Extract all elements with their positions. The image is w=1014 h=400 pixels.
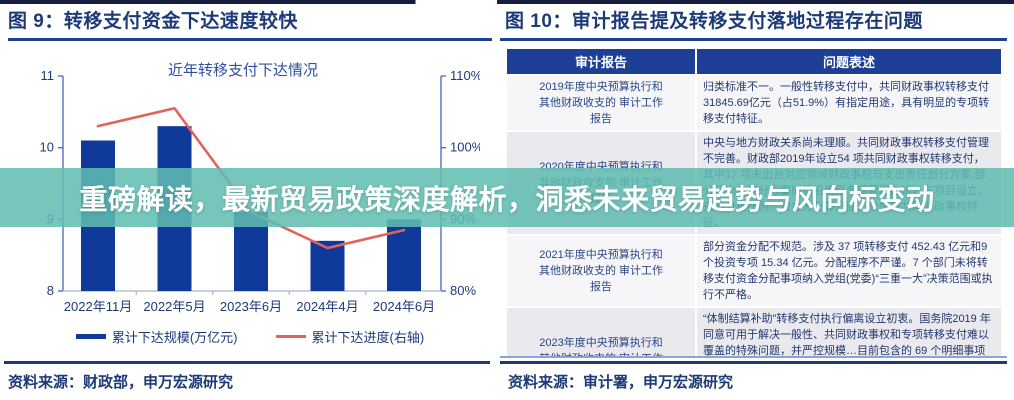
table-header-row: 审计报告 问题表述 bbox=[505, 47, 1003, 76]
left-axis-tick-label: 8 bbox=[47, 283, 54, 298]
table-row: 2021年度中央预算执行和 其他财政收支的 审计工作报告 部分资金分配不规范。涉… bbox=[505, 234, 1003, 308]
bar-series-swatch bbox=[75, 334, 106, 339]
legend-bar-label: 累计下达规模(万亿元) bbox=[111, 330, 238, 345]
issue-cell: 归类标准不一。一般性转移支付中，共同财政事权转移支付 31845.69亿元（占5… bbox=[695, 74, 1003, 132]
table-row: 2023年度中央预算执行和 其他财政收支的 审计工作报告 “体制结算补助”转移支… bbox=[505, 306, 1003, 358]
left-axis-tick-label: 11 bbox=[41, 68, 55, 83]
figure10-caption-rule bbox=[500, 38, 1007, 41]
headline-banner: 重磅解读，最新贸易政策深度解析，洞悉未来贸易趋势与风向标变动 bbox=[0, 168, 1014, 227]
chart-legend: 累计下达规模(万亿元) 累计下达进度(右轴) bbox=[8, 327, 492, 346]
figure10-source: 资料来源：审计署，申万宏源研究 bbox=[508, 374, 734, 391]
right-axis-tick-label: 80% bbox=[450, 283, 476, 298]
report-cell: 2019年度中央预算执行和 其他财政收支的 审计工作报告 bbox=[505, 74, 697, 132]
figure9-caption-rule bbox=[8, 38, 492, 41]
legend-item-bar: 累计下达规模(万亿元) bbox=[75, 327, 238, 346]
table-row: 2019年度中央预算执行和 其他财政收支的 审计工作报告 归类标准不一。一般性转… bbox=[505, 74, 1003, 132]
left-axis-tick-label: 10 bbox=[40, 140, 54, 155]
issue-cell: “体制结算补助”转移支付执行偏离设立初衷。国务院2019 年同意可用于解决一般性… bbox=[695, 306, 1003, 358]
report-cell: 2021年度中央预算执行和 其他财政收支的 审计工作报告 bbox=[505, 234, 697, 308]
issue-cell: 部分资金分配不规范。涉及 37 项转移支付 452.43 亿元和9个投资专项 1… bbox=[695, 234, 1003, 308]
figure9-caption: 图 9：转移支付资金下达速度较快 bbox=[8, 11, 298, 32]
headline-text: 重磅解读，最新贸易政策深度解析，洞悉未来贸易趋势与风向标变动 bbox=[79, 183, 935, 215]
top-crop-artifact bbox=[0, 0, 1014, 4]
x-axis-label: 2023年6月 bbox=[220, 299, 282, 314]
figure10-caption: 图 10：审计报告提及转移支付落地过程存在问题 bbox=[505, 11, 923, 32]
x-axis-label: 2022年5月 bbox=[143, 299, 205, 314]
report-column-header: 审计报告 bbox=[505, 47, 697, 76]
chart-title: 近年转移支付下达情况 bbox=[167, 62, 318, 79]
line-series-swatch bbox=[275, 335, 306, 338]
right-axis-tick-label: 100% bbox=[450, 140, 480, 155]
figure10-bottom-rule bbox=[500, 356, 1007, 364]
right-axis-tick-label: 110% bbox=[450, 68, 480, 83]
x-axis-label: 2024年6月 bbox=[373, 299, 435, 314]
legend-line-label: 累计下达进度(右轴) bbox=[311, 330, 425, 345]
x-axis-label: 2024年4月 bbox=[296, 299, 358, 314]
figure9-source: 资料来源：财政部，申万宏源研究 bbox=[8, 374, 234, 391]
x-axis-label: 2022年11月 bbox=[64, 299, 132, 314]
report-cell: 2023年度中央预算执行和 其他财政收支的 审计工作报告 bbox=[505, 306, 697, 358]
figure9-bottom-rule bbox=[4, 361, 490, 364]
legend-item-line: 累计下达进度(右轴) bbox=[275, 327, 425, 346]
issue-column-header: 问题表述 bbox=[695, 47, 1003, 76]
